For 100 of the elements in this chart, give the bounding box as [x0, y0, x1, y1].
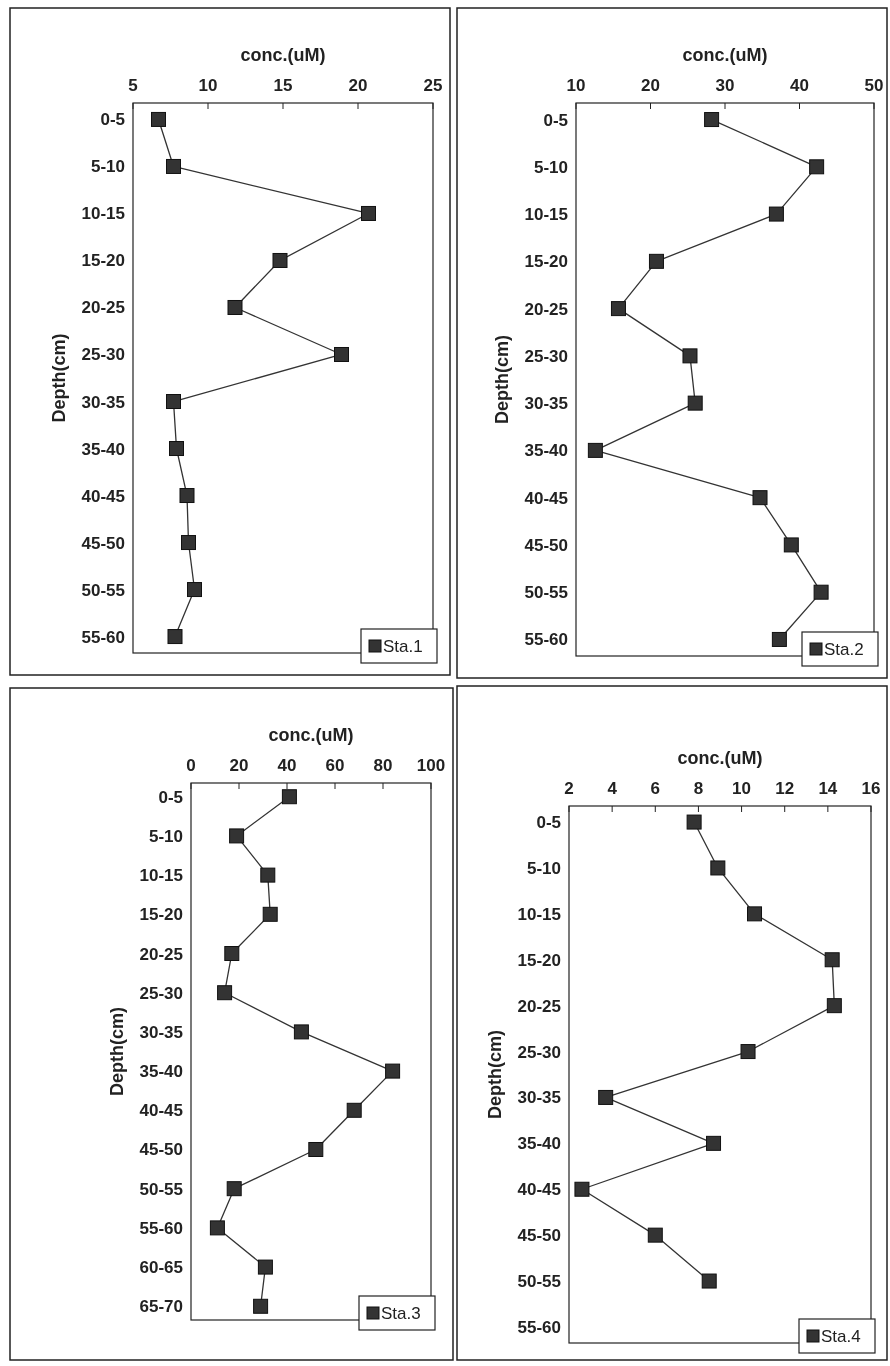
x-axis-title: conc.(uM): [677, 748, 763, 768]
point: [257, 1259, 273, 1275]
y-tick-label: 0-5: [543, 110, 568, 130]
point: [610, 301, 626, 317]
point: [293, 1024, 309, 1040]
point: [253, 1298, 269, 1314]
y-tick-label: 55-60: [81, 627, 125, 647]
x-axis-title: conc.(uM): [240, 45, 326, 65]
point: [281, 789, 297, 805]
point: [209, 1220, 225, 1236]
y-tick-label: 30-35: [139, 1022, 183, 1042]
y-axis-title: Depth(cm): [49, 333, 69, 423]
point: [747, 906, 763, 922]
x-axis-title: conc.(uM): [682, 45, 768, 65]
y-tick-label: 5-10: [533, 157, 568, 177]
y-tick-label: 30-35: [524, 394, 568, 414]
point: [166, 394, 181, 409]
y-tick-label: 45-50: [139, 1140, 183, 1160]
legend-label: Sta.1: [383, 637, 423, 656]
y-tick-label: 55-60: [139, 1218, 183, 1238]
y-tick-label: 15-20: [139, 905, 183, 925]
y-tick-label: 25-30: [139, 983, 183, 1003]
legend-label: Sta.4: [821, 1327, 861, 1346]
y-axis-title: Depth(cm): [107, 1007, 127, 1096]
x-tick-label: 20: [348, 76, 368, 95]
point: [385, 1063, 401, 1079]
y-tick-label: 25-30: [517, 1042, 561, 1062]
point: [346, 1102, 362, 1118]
x-tick-label: 60: [325, 756, 345, 775]
y-tick-label: 20-25: [524, 299, 568, 319]
point: [229, 828, 245, 844]
point: [740, 1044, 756, 1060]
y-tick-label: 50-55: [524, 583, 568, 603]
point: [809, 159, 825, 175]
point: [166, 158, 181, 174]
x-tick-label: 0: [186, 756, 196, 775]
x-tick-label: 40: [277, 756, 297, 775]
y-tick-label: 0-5: [158, 787, 183, 807]
point: [824, 952, 840, 968]
point: [187, 582, 202, 598]
point: [682, 348, 698, 364]
point: [783, 537, 799, 553]
point: [260, 867, 276, 883]
y-tick-label: 20-25: [81, 298, 125, 318]
y-tick-label: 30-35: [81, 392, 125, 412]
point: [179, 488, 195, 504]
point: [217, 985, 233, 1001]
y-tick-label: 65-70: [139, 1297, 183, 1317]
x-tick-label: 80: [373, 756, 393, 775]
y-tick-label: 45-50: [524, 535, 568, 555]
x-tick-label: 8: [693, 779, 704, 798]
point: [224, 946, 240, 962]
x-tick-label: 6: [650, 779, 661, 798]
y-tick-label: 20-25: [517, 996, 561, 1016]
y-tick-label: 35-40: [139, 1062, 183, 1082]
x-tick-label: 10: [198, 76, 218, 95]
y-tick-label: 45-50: [81, 533, 125, 553]
y-axis-title: Depth(cm): [485, 1030, 505, 1119]
point: [706, 1135, 722, 1151]
y-tick-label: 0-5: [536, 813, 561, 833]
point: [768, 206, 784, 222]
x-tick-label: 10: [732, 779, 752, 798]
y-tick-label: 30-35: [517, 1088, 561, 1108]
point: [361, 205, 376, 221]
x-tick-label: 4: [607, 779, 618, 798]
x-tick-label: 40: [790, 76, 809, 95]
y-tick-label: 15-20: [517, 950, 561, 970]
x-tick-label: 100: [416, 756, 446, 775]
y-tick-label: 60-65: [139, 1258, 183, 1278]
y-tick-label: 40-45: [81, 486, 125, 506]
y-tick-label: 15-20: [524, 252, 568, 272]
y-tick-label: 55-60: [517, 1317, 561, 1337]
point: [272, 252, 288, 268]
y-tick-label: 40-45: [524, 488, 568, 508]
y-tick-label: 15-20: [81, 251, 125, 271]
y-tick-label: 35-40: [524, 441, 568, 461]
point: [227, 299, 243, 315]
y-tick-label: 10-15: [139, 866, 183, 886]
y-tick-label: 10-15: [517, 904, 561, 924]
y-tick-label: 40-45: [517, 1180, 561, 1200]
x-tick-label: 20: [229, 756, 249, 775]
x-tick-label: 10: [566, 76, 586, 95]
y-tick-label: 55-60: [524, 630, 568, 650]
y-tick-label: 50-55: [139, 1179, 183, 1199]
y-tick-label: 35-40: [517, 1134, 561, 1154]
y-tick-label: 50-55: [517, 1272, 561, 1292]
y-tick-label: 5-10: [90, 157, 125, 177]
x-tick-label: 30: [715, 76, 735, 95]
point: [648, 253, 664, 269]
x-tick-label: 5: [128, 76, 138, 95]
point: [169, 441, 184, 457]
point: [771, 631, 787, 647]
legend-label: Sta.2: [824, 640, 864, 659]
point: [813, 584, 829, 600]
point: [686, 814, 702, 830]
point: [226, 1181, 242, 1197]
point: [704, 112, 720, 128]
point: [752, 490, 768, 506]
x-tick-label: 2: [564, 779, 574, 798]
point: [687, 395, 703, 411]
